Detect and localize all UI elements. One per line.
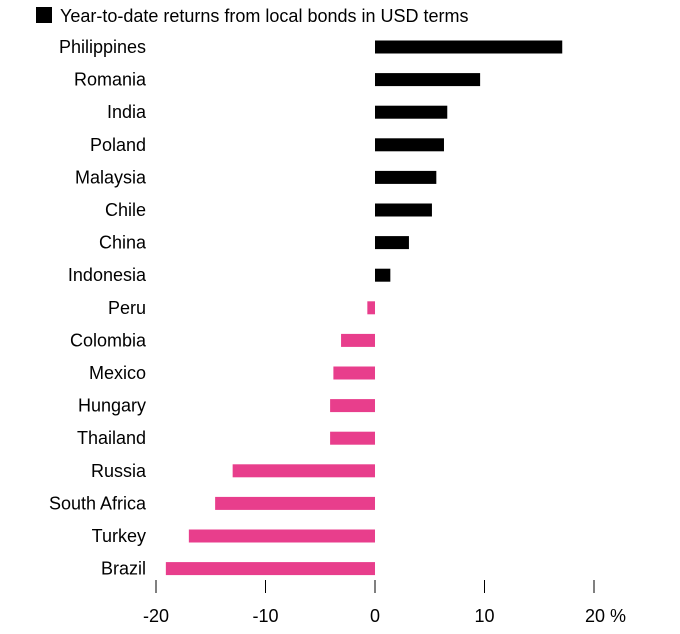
bar-poland <box>375 138 444 152</box>
bars-group <box>165 40 563 576</box>
x-tick-label: 10 <box>474 606 494 626</box>
category-label: Brazil <box>101 559 146 579</box>
bar-china <box>375 236 409 250</box>
category-label: Colombia <box>70 330 147 350</box>
bar-indonesia <box>375 268 391 282</box>
x-tick-label: -20 <box>143 606 169 626</box>
bar-malaysia <box>375 170 437 184</box>
legend-label: Year-to-date returns from local bonds in… <box>60 6 469 26</box>
category-label: Romania <box>74 70 147 90</box>
category-label: Peru <box>108 298 146 318</box>
x-tick-label: 20 % <box>585 606 626 626</box>
x-tick-label: 0 <box>370 606 380 626</box>
bar-brazil <box>165 562 375 576</box>
category-label: Russia <box>91 461 147 481</box>
x-tick-label: -10 <box>252 606 278 626</box>
category-label: Indonesia <box>68 265 147 285</box>
category-label: Chile <box>105 200 146 220</box>
bar-south-africa <box>215 496 375 510</box>
bar-thailand <box>330 431 375 445</box>
category-label: Mexico <box>89 363 146 383</box>
bar-chile <box>375 203 432 217</box>
category-label: Thailand <box>77 428 146 448</box>
bar-colombia <box>341 333 375 347</box>
bar-philippines <box>375 40 563 54</box>
category-label: Turkey <box>92 526 146 546</box>
bar-turkey <box>188 529 375 543</box>
category-label: China <box>99 233 147 253</box>
bar-peru <box>367 301 375 315</box>
x-axis: -20 -10 0 10 20 % <box>143 580 626 626</box>
bar-romania <box>375 73 481 87</box>
category-label: Philippines <box>59 37 146 57</box>
category-label: Malaysia <box>75 167 147 187</box>
bar-russia <box>232 464 375 478</box>
category-label: Hungary <box>78 396 146 416</box>
category-label: India <box>107 102 147 122</box>
category-label: South Africa <box>49 493 147 513</box>
category-label: Poland <box>90 135 146 155</box>
bar-hungary <box>330 399 375 413</box>
bar-mexico <box>333 366 375 380</box>
legend-swatch <box>36 7 52 23</box>
category-labels: Philippines Romania India Poland Malaysia Chi… <box>49 37 147 579</box>
bar-india <box>375 105 448 119</box>
